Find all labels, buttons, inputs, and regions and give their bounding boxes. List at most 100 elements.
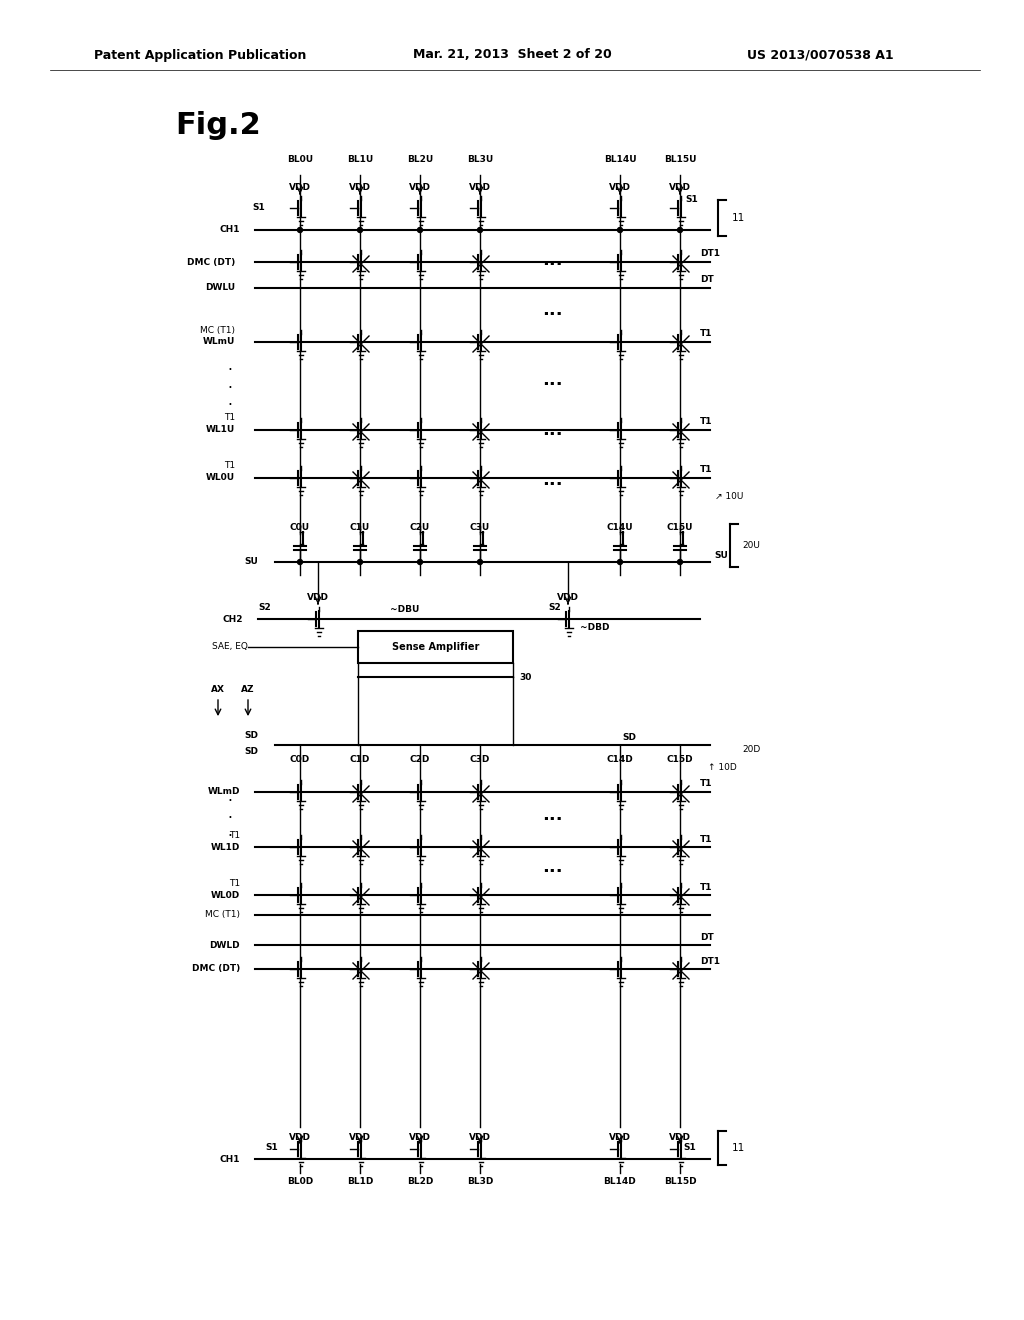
Text: C1U: C1U xyxy=(350,524,370,532)
Text: C14U: C14U xyxy=(606,524,633,532)
Circle shape xyxy=(298,227,302,232)
Text: C3D: C3D xyxy=(470,755,490,763)
Text: VDD: VDD xyxy=(609,1133,631,1142)
Text: SU: SU xyxy=(714,552,728,561)
Text: DWLD: DWLD xyxy=(209,940,240,949)
Text: 30: 30 xyxy=(519,672,531,681)
Text: Fig.2: Fig.2 xyxy=(175,111,261,140)
Text: CH1: CH1 xyxy=(219,1155,240,1163)
Text: SD: SD xyxy=(622,733,636,742)
Text: C3U: C3U xyxy=(470,524,490,532)
Text: S1: S1 xyxy=(265,1143,278,1151)
Text: VDD: VDD xyxy=(289,1133,311,1142)
Text: Patent Application Publication: Patent Application Publication xyxy=(94,49,306,62)
Text: S2: S2 xyxy=(548,602,561,611)
Text: ...: ... xyxy=(542,371,562,389)
Text: ↑ 10D: ↑ 10D xyxy=(708,763,736,771)
Text: BL2D: BL2D xyxy=(407,1176,433,1185)
Text: BL14D: BL14D xyxy=(603,1176,636,1185)
Text: VDD: VDD xyxy=(609,183,631,193)
Text: AZ: AZ xyxy=(242,685,255,693)
Text: CH2: CH2 xyxy=(222,615,243,623)
Text: VDD: VDD xyxy=(349,1133,371,1142)
Text: S1: S1 xyxy=(252,203,265,213)
Text: T1: T1 xyxy=(229,830,240,840)
Text: VDD: VDD xyxy=(469,183,490,193)
Text: C15D: C15D xyxy=(667,755,693,763)
Text: DWLU: DWLU xyxy=(205,284,234,293)
Text: T1: T1 xyxy=(224,462,234,470)
Text: AX: AX xyxy=(211,685,225,693)
Text: ·
·
·: · · · xyxy=(227,363,232,413)
Text: 11: 11 xyxy=(732,1143,745,1152)
Text: S1: S1 xyxy=(685,195,697,205)
Text: T1: T1 xyxy=(700,883,713,891)
Circle shape xyxy=(617,560,623,565)
Text: DT1: DT1 xyxy=(700,957,720,965)
Circle shape xyxy=(418,227,423,232)
Text: C14D: C14D xyxy=(606,755,634,763)
Circle shape xyxy=(477,227,482,232)
Text: ~DBD: ~DBD xyxy=(580,623,609,631)
Text: BL14U: BL14U xyxy=(604,156,636,165)
Bar xyxy=(358,631,513,663)
Text: WLmU: WLmU xyxy=(203,338,234,346)
Text: C0U: C0U xyxy=(290,524,310,532)
Text: 20U: 20U xyxy=(742,541,760,550)
Text: Sense Amplifier: Sense Amplifier xyxy=(392,642,479,652)
Circle shape xyxy=(477,560,482,565)
Text: VDD: VDD xyxy=(289,183,311,193)
Text: DT1: DT1 xyxy=(700,249,720,259)
Text: SU: SU xyxy=(244,557,258,566)
Text: ~DBU: ~DBU xyxy=(390,606,420,615)
Text: SAE, EQ: SAE, EQ xyxy=(212,643,248,652)
Circle shape xyxy=(357,227,362,232)
Text: WLmD: WLmD xyxy=(208,788,240,796)
Text: T1: T1 xyxy=(700,330,713,338)
Text: BL2U: BL2U xyxy=(407,156,433,165)
Text: ...: ... xyxy=(542,251,562,269)
Text: T1: T1 xyxy=(700,466,713,474)
Circle shape xyxy=(418,560,423,565)
Text: BL3D: BL3D xyxy=(467,1176,494,1185)
Text: ...: ... xyxy=(542,421,562,440)
Text: VDD: VDD xyxy=(669,183,691,193)
Text: C2D: C2D xyxy=(410,755,430,763)
Text: VDD: VDD xyxy=(409,1133,431,1142)
Text: BL15D: BL15D xyxy=(664,1176,696,1185)
Circle shape xyxy=(678,560,683,565)
Text: DT: DT xyxy=(700,932,714,941)
Text: MC (T1): MC (T1) xyxy=(200,326,234,334)
Text: ...: ... xyxy=(542,301,562,319)
Text: ↗ 10U: ↗ 10U xyxy=(715,491,743,500)
Text: WL0U: WL0U xyxy=(206,474,234,483)
Text: T1: T1 xyxy=(700,417,713,426)
Text: T1: T1 xyxy=(229,879,240,887)
Text: BL1U: BL1U xyxy=(347,156,373,165)
Text: BL3U: BL3U xyxy=(467,156,494,165)
Text: VDD: VDD xyxy=(409,183,431,193)
Text: 11: 11 xyxy=(732,213,745,223)
Text: BL1D: BL1D xyxy=(347,1176,373,1185)
Text: VDD: VDD xyxy=(307,593,329,602)
Text: WL0D: WL0D xyxy=(211,891,240,899)
Text: MC (T1): MC (T1) xyxy=(205,911,240,920)
Text: VDD: VDD xyxy=(669,1133,691,1142)
Text: C2U: C2U xyxy=(410,524,430,532)
Circle shape xyxy=(678,227,683,232)
Text: C0D: C0D xyxy=(290,755,310,763)
Circle shape xyxy=(357,560,362,565)
Text: SD: SD xyxy=(244,747,258,755)
Text: CH1: CH1 xyxy=(219,226,240,235)
Text: ·
·
·: · · · xyxy=(227,795,232,843)
Text: T1: T1 xyxy=(700,780,713,788)
Text: 20D: 20D xyxy=(742,746,760,755)
Text: ...: ... xyxy=(542,471,562,488)
Text: T1: T1 xyxy=(700,834,713,843)
Circle shape xyxy=(617,227,623,232)
Text: ...: ... xyxy=(542,807,562,824)
Text: DMC (DT): DMC (DT) xyxy=(191,965,240,974)
Text: DT: DT xyxy=(700,276,714,285)
Text: VDD: VDD xyxy=(557,593,579,602)
Text: DMC (DT): DMC (DT) xyxy=(186,257,234,267)
